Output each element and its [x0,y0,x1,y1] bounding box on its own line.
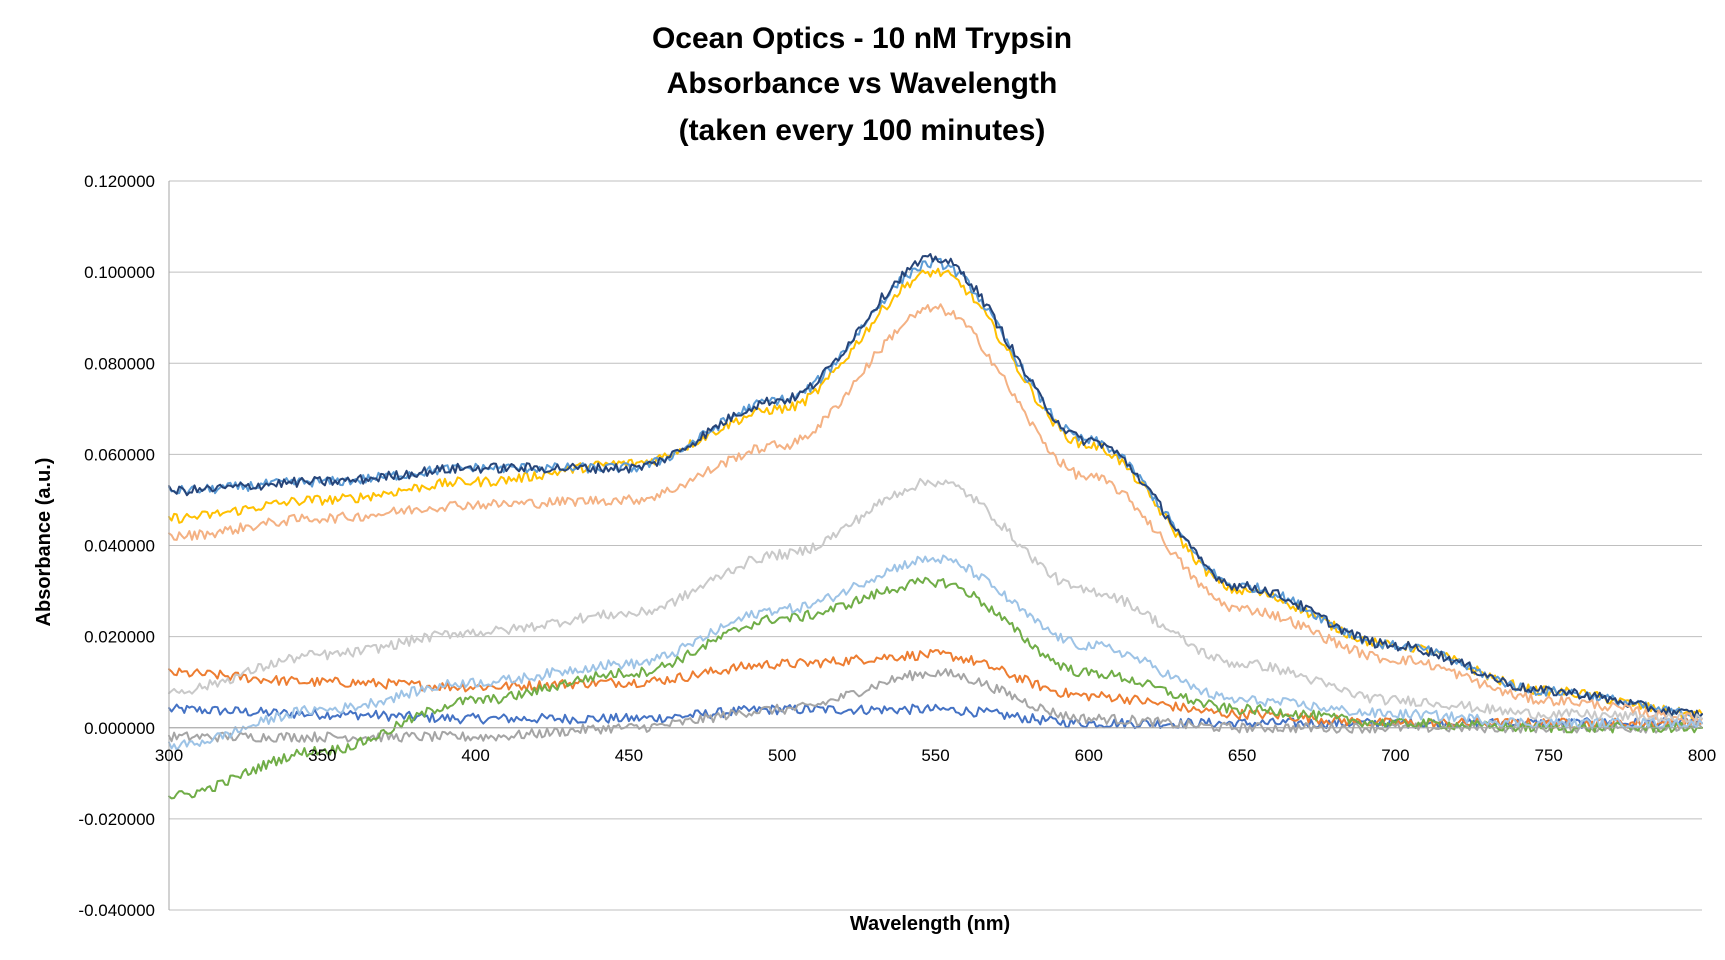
series-line-9 [168,477,1703,725]
series-line-7 [168,253,1703,719]
series-line-8 [168,303,1703,724]
x-tick-label: 400 [461,746,489,765]
chart-title-line-3: (taken every 100 minutes) [679,114,1046,147]
x-tick-label: 450 [615,746,643,765]
x-tick-label: 600 [1075,746,1103,765]
x-axis-title: Wavelength (nm) [850,913,1010,935]
gridlines [169,180,1702,911]
series-line-10 [168,554,1703,751]
axes: -0.040000 -0.020000 0.000000 0.020000 0.0400… [78,172,1716,920]
y-axis-title: Absorbance (a.u.) [33,458,55,627]
series-line-4 [168,267,1703,720]
y-tick-label: -0.020000 [78,810,155,829]
y-tick-label: 0.100000 [84,263,155,282]
chart-title: Ocean Optics - 10 nM Trypsin Absorbance … [652,22,1072,147]
x-tick-label: 650 [1228,746,1256,765]
x-tick-label: 350 [308,746,336,765]
plot-series [168,253,1703,800]
x-tick-label: 300 [155,746,183,765]
y-tick-label: 0.040000 [84,537,155,556]
y-tick-label: -0.040000 [78,901,155,920]
y-tick-label: 0.000000 [84,719,155,738]
x-tick-label: 750 [1535,746,1563,765]
series-line-3 [168,668,1703,743]
x-tick-label: 700 [1381,746,1409,765]
y-tick-label: 0.020000 [84,628,155,647]
x-tick-label: 800 [1688,746,1716,765]
x-tick-label: 550 [921,746,949,765]
y-tick-label: 0.120000 [84,172,155,191]
y-tick-label: 0.060000 [84,445,155,464]
chart-title-line-1: Ocean Optics - 10 nM Trypsin [652,22,1072,55]
chart-title-line-2: Absorbance vs Wavelength [667,67,1058,100]
series-line-6 [168,576,1703,800]
x-tick-label: 500 [768,746,796,765]
y-tick-label: 0.080000 [84,354,155,373]
